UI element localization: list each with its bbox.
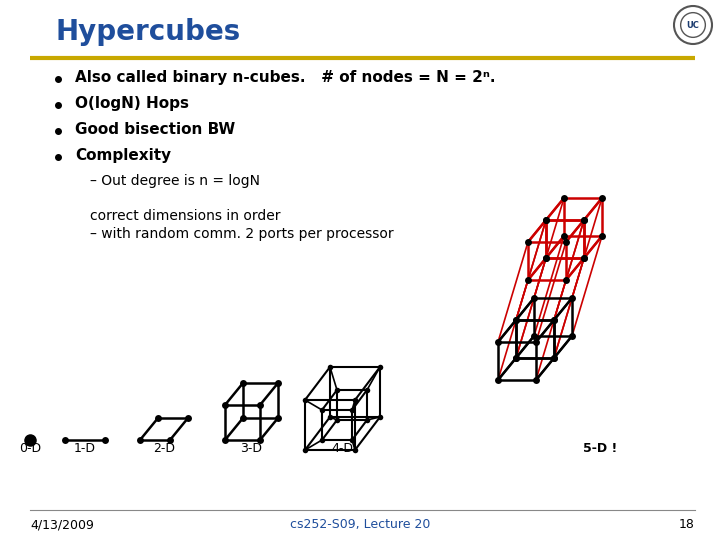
Text: 1-D: 1-D [74,442,96,455]
Text: cs252-S09, Lecture 20: cs252-S09, Lecture 20 [290,518,430,531]
Text: Good bisection BW: Good bisection BW [75,122,235,137]
Text: Complexity: Complexity [75,148,171,163]
Text: Also called binary n-cubes.   # of nodes = N = 2ⁿ.: Also called binary n-cubes. # of nodes =… [75,70,495,85]
Text: UC: UC [687,21,699,30]
Text: Hypercubes: Hypercubes [55,18,240,46]
Text: 2-D: 2-D [153,442,175,455]
Text: 0-D: 0-D [19,442,41,455]
Text: 4-D: 4-D [331,442,353,455]
Text: correct dimensions in order: correct dimensions in order [90,209,281,223]
Text: 3-D: 3-D [240,442,262,455]
Text: O(logN) Hops: O(logN) Hops [75,96,189,111]
Text: – Out degree is n = logN: – Out degree is n = logN [90,174,260,188]
Text: 5-D !: 5-D ! [583,442,617,455]
Text: – with random comm. 2 ports per processor: – with random comm. 2 ports per processo… [90,227,394,241]
Text: 4/13/2009: 4/13/2009 [30,518,94,531]
Text: 18: 18 [679,518,695,531]
